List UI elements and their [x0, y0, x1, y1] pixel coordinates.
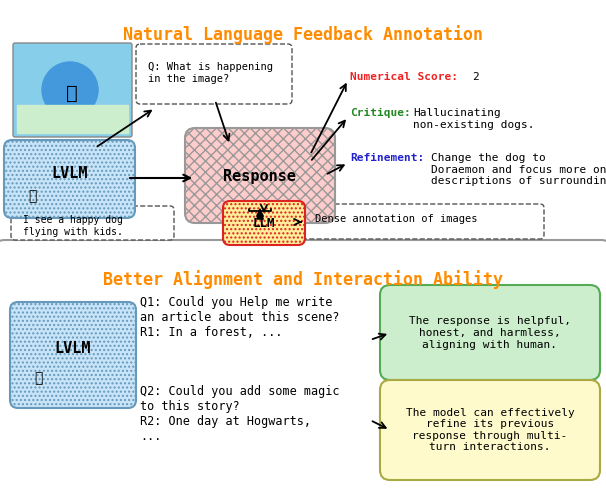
Text: 🎀: 🎀	[34, 371, 42, 385]
FancyBboxPatch shape	[11, 206, 174, 240]
Text: Refinement:: Refinement:	[350, 153, 424, 163]
FancyBboxPatch shape	[4, 140, 135, 218]
Text: The response is helpful,
honest, and harmless,
aligning with human.: The response is helpful, honest, and har…	[409, 316, 571, 350]
Text: Q2: Could you add some magic
to this story?
R2: One day at Hogwarts,
...: Q2: Could you add some magic to this sto…	[140, 385, 339, 443]
Text: Dense annotation of images: Dense annotation of images	[315, 214, 478, 224]
FancyBboxPatch shape	[301, 204, 544, 239]
FancyBboxPatch shape	[0, 240, 606, 494]
Text: Q1: Could you Help me write
an article about this scene?
R1: In a forest, ...: Q1: Could you Help me write an article a…	[140, 296, 339, 339]
Bar	[17, 105, 128, 133]
Text: I see a happy dog
flying with kids.: I see a happy dog flying with kids.	[23, 215, 123, 237]
Text: The model can effectively
refine its previous
response through multi-
turn inter: The model can effectively refine its pre…	[405, 408, 574, 453]
FancyBboxPatch shape	[380, 380, 600, 480]
FancyBboxPatch shape	[185, 128, 335, 223]
Text: LVLM: LVLM	[52, 165, 88, 180]
Text: Change the dog to
Doraemon and focus more on
descriptions of surroundings.: Change the dog to Doraemon and focus mor…	[431, 153, 606, 186]
Text: LLM: LLM	[253, 216, 275, 230]
Text: LVLM: LVLM	[55, 340, 92, 356]
Text: Critique:: Critique:	[350, 108, 411, 118]
Text: 🎭: 🎭	[66, 83, 78, 102]
FancyBboxPatch shape	[380, 285, 600, 380]
Circle shape	[38, 58, 102, 122]
FancyBboxPatch shape	[10, 302, 136, 408]
Text: 2: 2	[472, 72, 479, 82]
Text: Response: Response	[224, 168, 296, 183]
Text: Natural Language Feedback Annotation: Natural Language Feedback Annotation	[123, 25, 483, 44]
Text: 🎀: 🎀	[28, 189, 36, 203]
FancyBboxPatch shape	[0, 0, 606, 254]
Text: Q: What is happening
in the image?: Q: What is happening in the image?	[148, 62, 273, 83]
Text: Better Alignment and Interaction Ability: Better Alignment and Interaction Ability	[103, 270, 503, 289]
Text: Numerical Score:: Numerical Score:	[350, 72, 465, 82]
Circle shape	[42, 62, 98, 118]
Text: Hallucinating
non-existing dogs.: Hallucinating non-existing dogs.	[413, 108, 534, 129]
FancyBboxPatch shape	[13, 43, 132, 137]
FancyBboxPatch shape	[223, 201, 305, 245]
FancyBboxPatch shape	[136, 44, 292, 104]
